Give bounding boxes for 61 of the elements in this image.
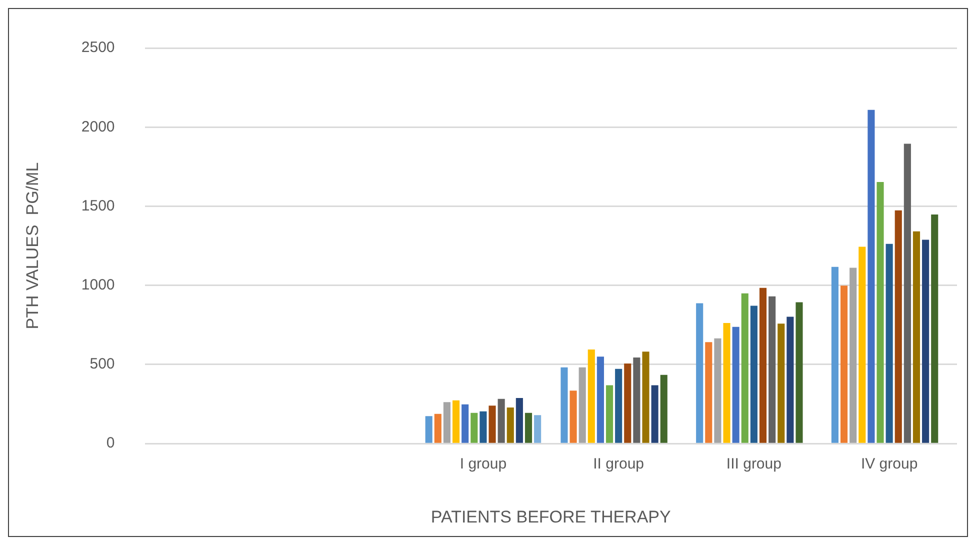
bar	[588, 349, 595, 443]
x-axis-title: PATIENTS BEFORE THERAPY	[430, 507, 671, 526]
bar	[696, 303, 704, 443]
y-tick-label: 1500	[81, 197, 115, 214]
bar	[660, 374, 668, 443]
x-tick-label: IV group	[860, 456, 918, 473]
bar	[912, 231, 920, 443]
bar	[922, 240, 930, 443]
bar	[651, 385, 658, 443]
bar	[488, 406, 496, 443]
bar	[705, 342, 712, 443]
y-tick-label: 500	[90, 356, 115, 373]
bar	[480, 411, 487, 443]
bar	[858, 246, 866, 443]
bar	[570, 390, 577, 443]
bar	[741, 293, 748, 443]
bar	[732, 326, 740, 443]
y-tick-label: 0	[106, 434, 115, 452]
bar	[642, 352, 650, 443]
bar	[850, 268, 857, 443]
bar	[506, 408, 514, 443]
y-tick-label: 1000	[81, 276, 115, 294]
bar	[606, 385, 614, 443]
bar	[894, 210, 902, 443]
y-axis-title: PTH VALUES PG/ML	[22, 162, 42, 330]
bar	[868, 110, 875, 443]
x-tick-label: I group	[460, 456, 507, 473]
bar	[786, 316, 794, 443]
bar	[434, 414, 442, 443]
bar	[534, 415, 542, 443]
bar	[840, 286, 848, 443]
bar	[524, 412, 532, 443]
x-tick-label: II group	[593, 456, 644, 473]
bar	[768, 296, 776, 443]
bar	[904, 144, 911, 443]
bar	[596, 356, 604, 443]
bar	[516, 398, 523, 443]
bar	[498, 398, 505, 443]
bar	[615, 368, 622, 443]
bar	[560, 367, 568, 443]
y-tick-label: 2500	[81, 39, 115, 56]
bar	[750, 306, 758, 443]
bar	[876, 182, 884, 443]
bar	[796, 302, 803, 443]
y-tick-label: 2000	[81, 118, 115, 136]
bar	[723, 323, 730, 443]
bar	[425, 416, 432, 443]
bar	[831, 266, 838, 443]
bar	[714, 338, 722, 443]
bar	[470, 412, 478, 443]
bar	[443, 402, 450, 443]
bar	[759, 288, 767, 443]
bar	[778, 324, 785, 443]
bar	[624, 364, 632, 443]
bar	[578, 367, 586, 443]
x-tick-label: III group	[726, 456, 782, 473]
bar	[462, 404, 469, 443]
bar	[452, 400, 460, 443]
bar	[633, 358, 640, 443]
bar	[931, 214, 938, 443]
bar	[886, 244, 893, 443]
